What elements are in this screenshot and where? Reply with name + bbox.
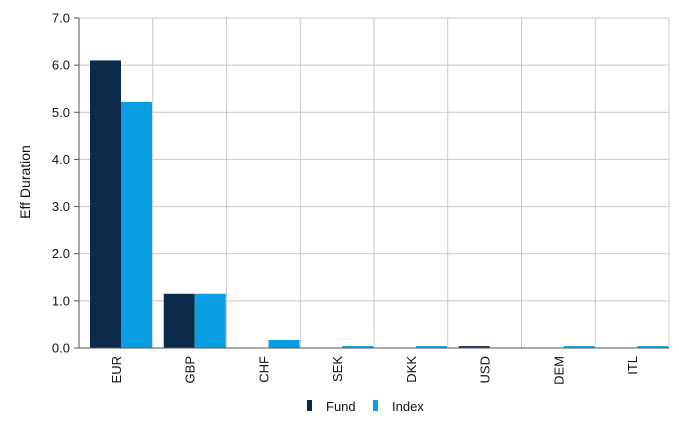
y-tick-label: 5.0 <box>52 105 70 120</box>
y-tick-labels: 0.0 1.0 2.0 3.0 4.0 5.0 6.0 7.0 <box>52 11 70 356</box>
axes <box>74 17 669 349</box>
y-tick-label: 3.0 <box>52 199 70 214</box>
legend-label-index: Index <box>392 399 424 414</box>
x-tick-label-dem: DEM <box>551 356 566 385</box>
legend: Fund Index <box>307 399 424 414</box>
bar-fund-usd <box>458 346 490 348</box>
bar-index-gbp <box>194 293 226 348</box>
x-tick-label-usd: USD <box>478 356 493 383</box>
legend-swatch-index <box>373 400 378 411</box>
y-tick-label: 4.0 <box>52 152 70 167</box>
bars <box>90 60 669 349</box>
bar-index-sek <box>342 346 374 348</box>
x-tick-label-sek: SEK <box>330 356 345 382</box>
x-tick-label-eur: EUR <box>109 356 124 383</box>
bar-index-itl <box>637 346 669 348</box>
x-tick-label-gbp: GBP <box>183 356 198 383</box>
bar-index-dkk <box>416 346 447 348</box>
y-tick-label: 6.0 <box>52 58 70 73</box>
bar-index-dem <box>563 346 595 348</box>
y-axis-title: Eff Duration <box>17 145 33 219</box>
legend-swatch-fund <box>307 400 312 411</box>
bar-fund-gbp <box>163 293 195 348</box>
x-tick-label-chf: CHF <box>256 356 271 383</box>
y-tick-label: 1.0 <box>52 293 70 308</box>
x-tick-label-itl: ITL <box>625 356 640 375</box>
legend-label-fund: Fund <box>326 399 356 414</box>
x-tick-labels: EUR GBP CHF SEK DKK USD DEM ITL <box>109 356 640 385</box>
y-tick-label: 0.0 <box>52 341 70 356</box>
y-tick-label: 2.0 <box>52 246 70 261</box>
bar-fund-eur <box>90 60 121 349</box>
x-tick-label-dkk: DKK <box>404 356 419 383</box>
bar-index-chf <box>268 339 300 348</box>
grid <box>79 17 670 348</box>
y-tick-label: 7.0 <box>52 11 70 26</box>
bar-index-eur <box>121 101 152 349</box>
